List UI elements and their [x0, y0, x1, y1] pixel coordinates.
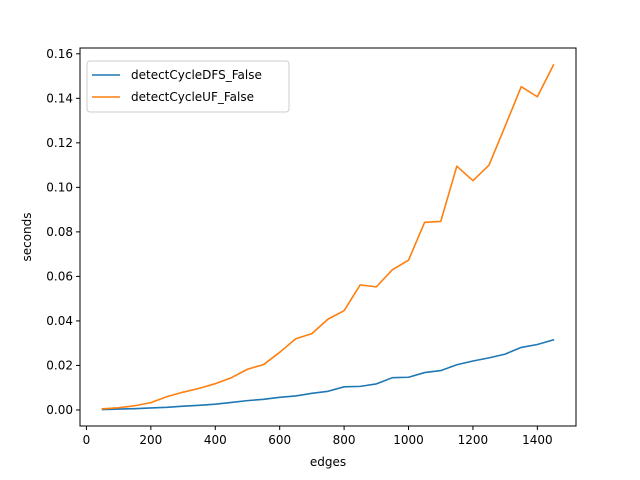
x-tick-label: 600 [268, 433, 291, 447]
legend-items: detectCycleDFS_False detectCycleUF_False [92, 68, 262, 104]
series-line-2 [101, 63, 555, 410]
y-tick-label: 0.08 [46, 225, 73, 239]
y-tick-label: 0.02 [46, 358, 73, 372]
y-tick-label: 0.06 [46, 269, 73, 283]
x-tick-label: 200 [139, 433, 162, 447]
y-axis-ticks: 0.00 0.02 0.04 0.06 0.08 0.10 0.12 0.14 0.16 [46, 47, 80, 417]
legend-box [86, 60, 290, 113]
y-tick-label: 0.14 [46, 91, 73, 105]
axes-frame [79, 47, 577, 427]
x-tick-label: 800 [333, 433, 356, 447]
x-axis-label: edges [310, 455, 346, 469]
y-tick-label: 0.00 [46, 403, 73, 417]
x-tick-label: 1400 [522, 433, 553, 447]
x-tick-label: 400 [204, 433, 227, 447]
legend: detectCycleDFS_False detectCycleUF_False [86, 60, 290, 113]
y-axis-label: seconds [20, 212, 34, 261]
x-tick-label: 1000 [393, 433, 424, 447]
y-tick-label: 0.12 [46, 136, 73, 150]
x-axis-ticks: 0 200 400 600 800 1000 1200 1400 [83, 426, 553, 447]
y-tick-label: 0.10 [46, 180, 73, 194]
series-line-1 [101, 338, 555, 411]
series-lines [101, 63, 555, 411]
legend-label-1: detectCycleDFS_False [131, 68, 262, 82]
x-tick-label: 0 [83, 433, 91, 447]
x-tick-label: 1200 [458, 433, 489, 447]
y-tick-label: 0.04 [46, 314, 73, 328]
y-tick-label: 0.16 [46, 47, 73, 61]
legend-label-2: detectCycleUF_False [131, 90, 254, 104]
